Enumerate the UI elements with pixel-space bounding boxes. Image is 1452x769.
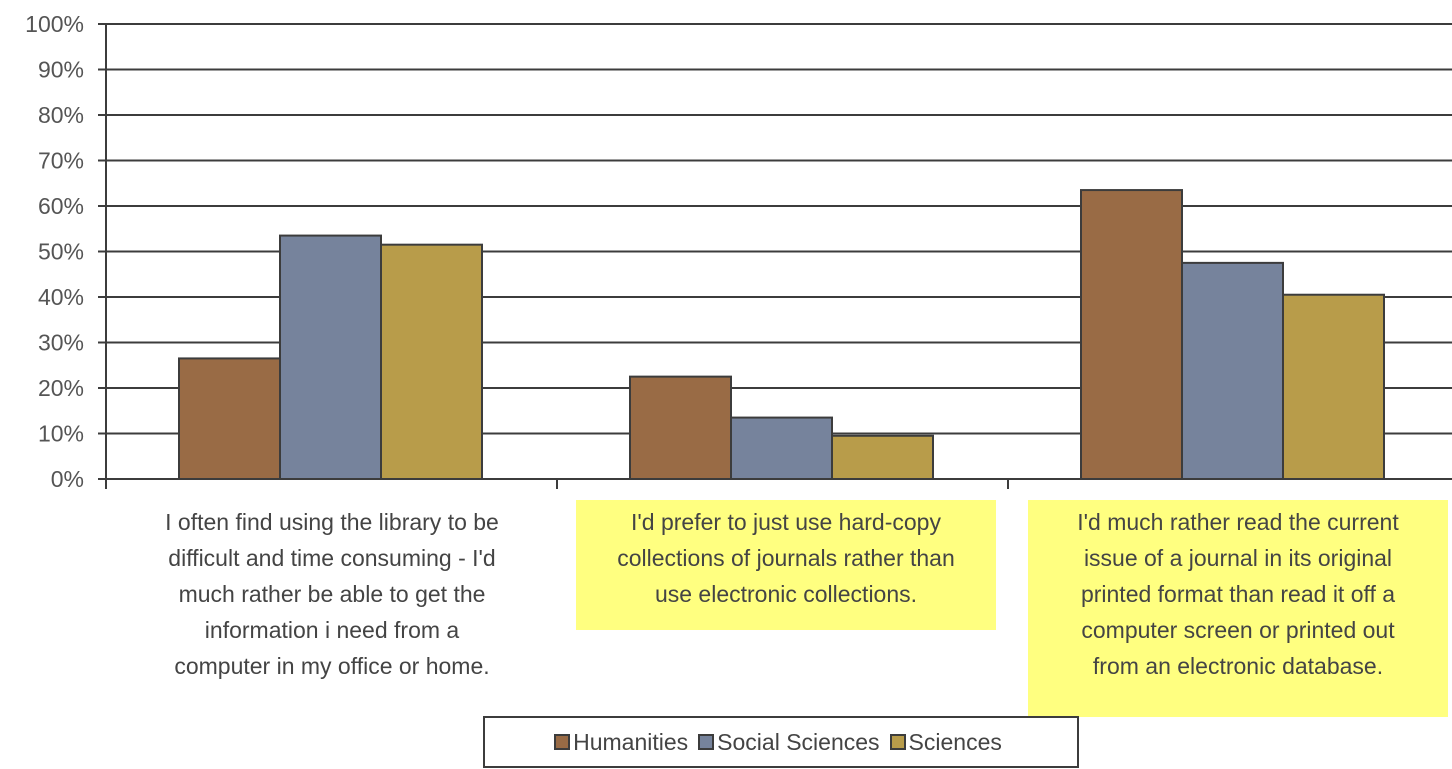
y-tick-label: 20% (38, 375, 84, 401)
category-label-line: I often find using the library to be (165, 509, 499, 535)
y-tick-label: 30% (38, 330, 84, 356)
legend: Humanities Social Sciences Sciences (483, 716, 1079, 768)
category-label: I'd prefer to just use hard-copy collecti… (576, 500, 996, 630)
legend-swatch (698, 734, 715, 750)
y-tick-label: 0% (51, 466, 84, 492)
legend-label: Sciences (908, 728, 1002, 755)
y-tick-label: 50% (38, 239, 84, 265)
category-label-line: computer screen or printed out (1081, 617, 1395, 643)
bar-social-sciences (279, 234, 382, 480)
legend-item: Humanities (554, 729, 688, 756)
bar-sciences (380, 243, 483, 480)
legend-label: Humanities (573, 728, 689, 755)
bar-humanities (629, 375, 732, 480)
category-label: I'd much rather read the current issue of… (1028, 500, 1448, 717)
bar-humanities (178, 357, 281, 480)
bars (178, 189, 1385, 481)
category-label: I often find using the library to be diff… (118, 500, 546, 690)
y-tick-label: 60% (38, 193, 84, 219)
legend-item: Sciences (889, 728, 1002, 756)
category-label-line: I'd much rather read the current (1077, 509, 1399, 535)
bar-social-sciences (1181, 261, 1284, 480)
legend-swatch (889, 734, 906, 750)
category-label-line: information i need from a (204, 617, 460, 643)
category-label-line: difficult and time consuming - I'd (168, 545, 496, 571)
legend-label: Social Sciences (717, 728, 880, 755)
bar-chart: 0% 10% 20% 30% 40% 50% 60% 70% 80% 90% 100% (25, 11, 1452, 492)
y-tick-label: 90% (38, 57, 84, 83)
bar-sciences (1282, 293, 1385, 480)
y-tick-label: 100% (25, 11, 84, 37)
axes (98, 23, 1452, 489)
bar-social-sciences (730, 416, 833, 481)
category-label-line: I'd prefer to just use hard-copy (631, 509, 941, 535)
category-label-line: collections of journals rather than (617, 545, 955, 571)
category-label-line: issue of a journal in its original (1083, 545, 1393, 571)
category-label-line: computer in my office or home. (174, 653, 490, 679)
y-tick-label: 80% (38, 102, 84, 128)
bar-sciences (831, 434, 934, 480)
y-tick-label: 70% (38, 148, 84, 174)
category-label-line: printed format than read it off a (1080, 581, 1396, 607)
category-label-line: use electronic collections. (654, 581, 918, 607)
legend-swatch (554, 734, 571, 750)
y-tick-labels: 0% 10% 20% 30% 40% 50% 60% 70% 80% 90% 100% (25, 11, 84, 492)
y-tick-label: 10% (38, 421, 84, 447)
y-tick-label: 40% (38, 284, 84, 310)
category-label-line: from an electronic database. (1092, 653, 1384, 679)
category-label-line: much rather be able to get the (178, 581, 486, 607)
bar-humanities (1080, 189, 1183, 480)
legend-item: Social Sciences (698, 728, 880, 756)
